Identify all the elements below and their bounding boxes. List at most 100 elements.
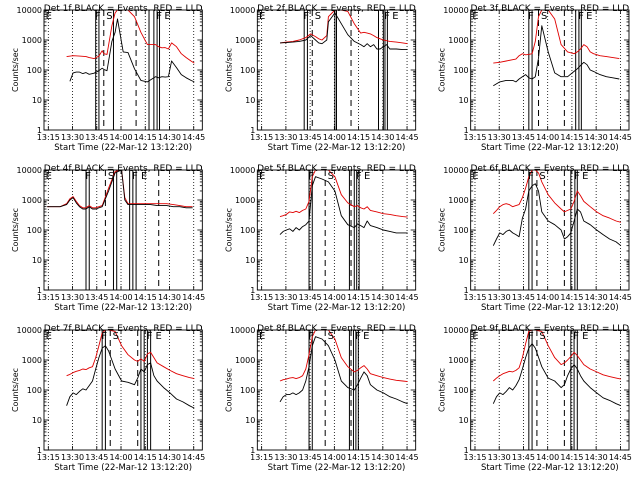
x-axis-label: Start Time (22-Mar-12 13:12:20)	[481, 303, 619, 313]
events-series-line	[492, 343, 622, 407]
x-tick-label: 13:30	[61, 133, 84, 142]
y-tick-label: 100	[27, 66, 42, 75]
y-axis-label: Counts/sec	[438, 208, 447, 252]
x-tick-label: 13:15	[463, 293, 486, 302]
events-series-line	[69, 18, 195, 83]
y-axis-label: Counts/sec	[438, 368, 447, 412]
interval-letter: F	[95, 11, 101, 22]
panel-9: 13:15 13:30 13:45 14:00 14:15 14:30 14:45 1 10 10…	[438, 324, 632, 473]
interval-letter: E	[364, 171, 370, 182]
x-tick-label: 14:15	[347, 453, 370, 462]
x-tick-label: 13:15	[250, 133, 273, 142]
x-tick-label: 14:30	[158, 293, 181, 302]
y-tick-label: 1	[37, 286, 42, 295]
x-tick-label: 13:45	[299, 453, 322, 462]
x-tick-label: 13:45	[85, 293, 108, 302]
lld-series-line	[279, 330, 408, 383]
interval-letter: F	[303, 11, 309, 22]
x-tick-label: 13:45	[512, 133, 535, 142]
y-tick-label: 1000	[448, 196, 468, 205]
panel-8: 13:15 13:30 13:45 14:00 14:15 14:30 14:45 1 10 10…	[224, 324, 418, 473]
interval-letter: F	[355, 331, 361, 342]
y-axis-label: Counts/sec	[224, 368, 233, 412]
y-tick-label: 10000	[17, 6, 42, 15]
interval-letter: S	[328, 331, 334, 342]
interval-letter: S	[539, 331, 545, 342]
x-tick-label: 14:45	[396, 453, 419, 462]
x-axis-label: Start Time (22-Mar-12 13:12:20)	[54, 463, 192, 473]
y-tick-label: 10000	[443, 166, 468, 175]
interval-letter: F	[578, 11, 584, 22]
interval-letter: E	[259, 171, 265, 182]
panel-6: 13:15 13:30 13:45 14:00 14:15 14:30 14:45 1 10 10…	[438, 164, 632, 313]
interval-letter: E	[141, 171, 147, 182]
x-tick-label: 13:45	[85, 453, 108, 462]
y-tick-label: 10	[245, 96, 255, 105]
interval-letter: S	[541, 11, 547, 22]
interval-letter: F	[156, 11, 162, 22]
x-tick-label: 13:30	[274, 453, 297, 462]
x-tick-label: 14:00	[109, 453, 132, 462]
y-axis-label: Counts/sec	[224, 48, 233, 92]
x-tick-label: 13:15	[250, 453, 273, 462]
y-tick-label: 1000	[22, 356, 42, 365]
interval-letter: F	[147, 331, 153, 342]
y-tick-label: 10000	[230, 6, 255, 15]
x-tick-label: 14:15	[560, 133, 583, 142]
x-tick-label: 14:00	[323, 453, 346, 462]
x-axis-label: Start Time (22-Mar-12 13:12:20)	[54, 303, 192, 313]
x-tick-label: 14:00	[536, 293, 559, 302]
x-tick-label: 14:15	[560, 293, 583, 302]
interval-letter: F	[101, 331, 107, 342]
events-series-line	[279, 12, 408, 51]
interval-letter: F	[528, 171, 534, 182]
panel-title: Det 4f BLACK = Events, RED = LLD	[44, 164, 203, 174]
x-tick-label: 13:15	[37, 293, 60, 302]
interval-letter: E	[582, 171, 588, 182]
y-tick-label: 1	[250, 286, 255, 295]
y-tick-label: 100	[240, 386, 255, 395]
interval-letter: F	[384, 11, 390, 22]
y-tick-label: 10000	[17, 326, 42, 335]
x-tick-label: 13:15	[37, 133, 60, 142]
panel-title: Det 9f BLACK = Events, RED = LLD	[470, 324, 629, 334]
interval-letter: F	[308, 331, 314, 342]
x-tick-label: 14:45	[609, 133, 632, 142]
x-tick-label: 14:00	[536, 133, 559, 142]
x-tick-label: 13:45	[299, 293, 322, 302]
interval-letter: F	[528, 331, 534, 342]
x-tick-label: 13:15	[37, 453, 60, 462]
x-tick-label: 14:15	[134, 453, 157, 462]
interval-letter: F	[132, 171, 138, 182]
y-tick-label: 1000	[22, 36, 42, 45]
x-tick-label: 14:00	[109, 293, 132, 302]
x-tick-label: 13:15	[250, 293, 273, 302]
y-axis-label: Counts/sec	[11, 368, 20, 412]
y-axis-label: Counts/sec	[224, 208, 233, 252]
interval-letter: E	[164, 11, 170, 22]
y-tick-label: 100	[453, 66, 468, 75]
y-tick-label: 10	[458, 416, 468, 425]
y-tick-label: 100	[27, 226, 42, 235]
y-axis-label: Counts/sec	[11, 208, 20, 252]
x-axis-label: Start Time (22-Mar-12 13:12:20)	[268, 463, 406, 473]
interval-letter: S	[328, 171, 334, 182]
interval-letter: S	[106, 11, 112, 22]
plot-frame	[256, 169, 417, 291]
interval-letter: S	[108, 171, 114, 182]
interval-letter: E	[155, 331, 161, 342]
panel-3: 13:15 13:30 13:45 14:00 14:15 14:30 14:45 1 10 10…	[438, 4, 632, 153]
x-tick-label: 13:45	[85, 133, 108, 142]
interval-letter: E	[259, 11, 265, 22]
y-tick-label: 100	[453, 386, 468, 395]
y-tick-label: 10	[32, 256, 42, 265]
x-tick-label: 14:15	[347, 293, 370, 302]
y-tick-label: 1	[464, 286, 469, 295]
x-tick-label: 14:00	[109, 133, 132, 142]
interval-letter: E	[582, 331, 588, 342]
x-tick-label: 13:45	[512, 293, 535, 302]
y-tick-label: 1000	[448, 356, 468, 365]
interval-letter: E	[472, 171, 478, 182]
lld-series-line	[47, 170, 193, 209]
